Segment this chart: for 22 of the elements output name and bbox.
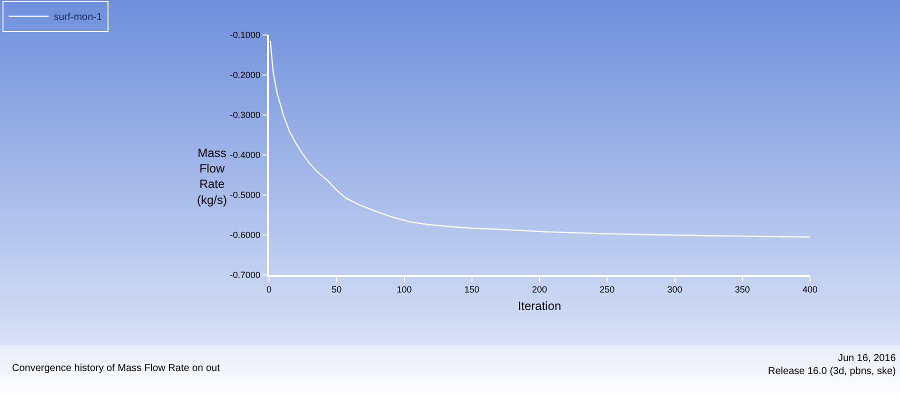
y-tick-label: -0.5000 [230,190,260,200]
x-tick-label: 250 [600,284,615,295]
x-tick-label: 100 [396,284,412,295]
x-tick-label: 400 [802,284,818,295]
y-tick-label: -0.3000 [230,110,260,120]
y-axis-title: Mass Flow Rate (kg/s) [197,146,228,207]
text: Release 16.0 (3d, pbns, ske) [768,366,896,377]
y-tick-label: -0.4000 [230,150,260,160]
y-tick-label: -0.2000 [230,70,260,80]
x-tick-label: 200 [532,284,548,295]
text: Jun 16, 2016 [838,353,896,364]
text: Convergence history of Mass Flow Rate on out [12,363,220,374]
x-tick-label: 150 [464,284,480,295]
y-tick-label: -0.7000 [230,270,260,280]
y-tick-label: -0.1000 [230,30,260,40]
x-tick-label: 0 [266,284,272,295]
x-tick-label: 350 [734,284,750,295]
x-axis-title: Iteration [518,298,562,313]
x-tick-label: 300 [667,284,682,295]
legend-label: surf-mon-1 [54,12,102,24]
x-tick-label: 50 [332,284,342,295]
y-tick-label: -0.6000 [230,230,260,240]
